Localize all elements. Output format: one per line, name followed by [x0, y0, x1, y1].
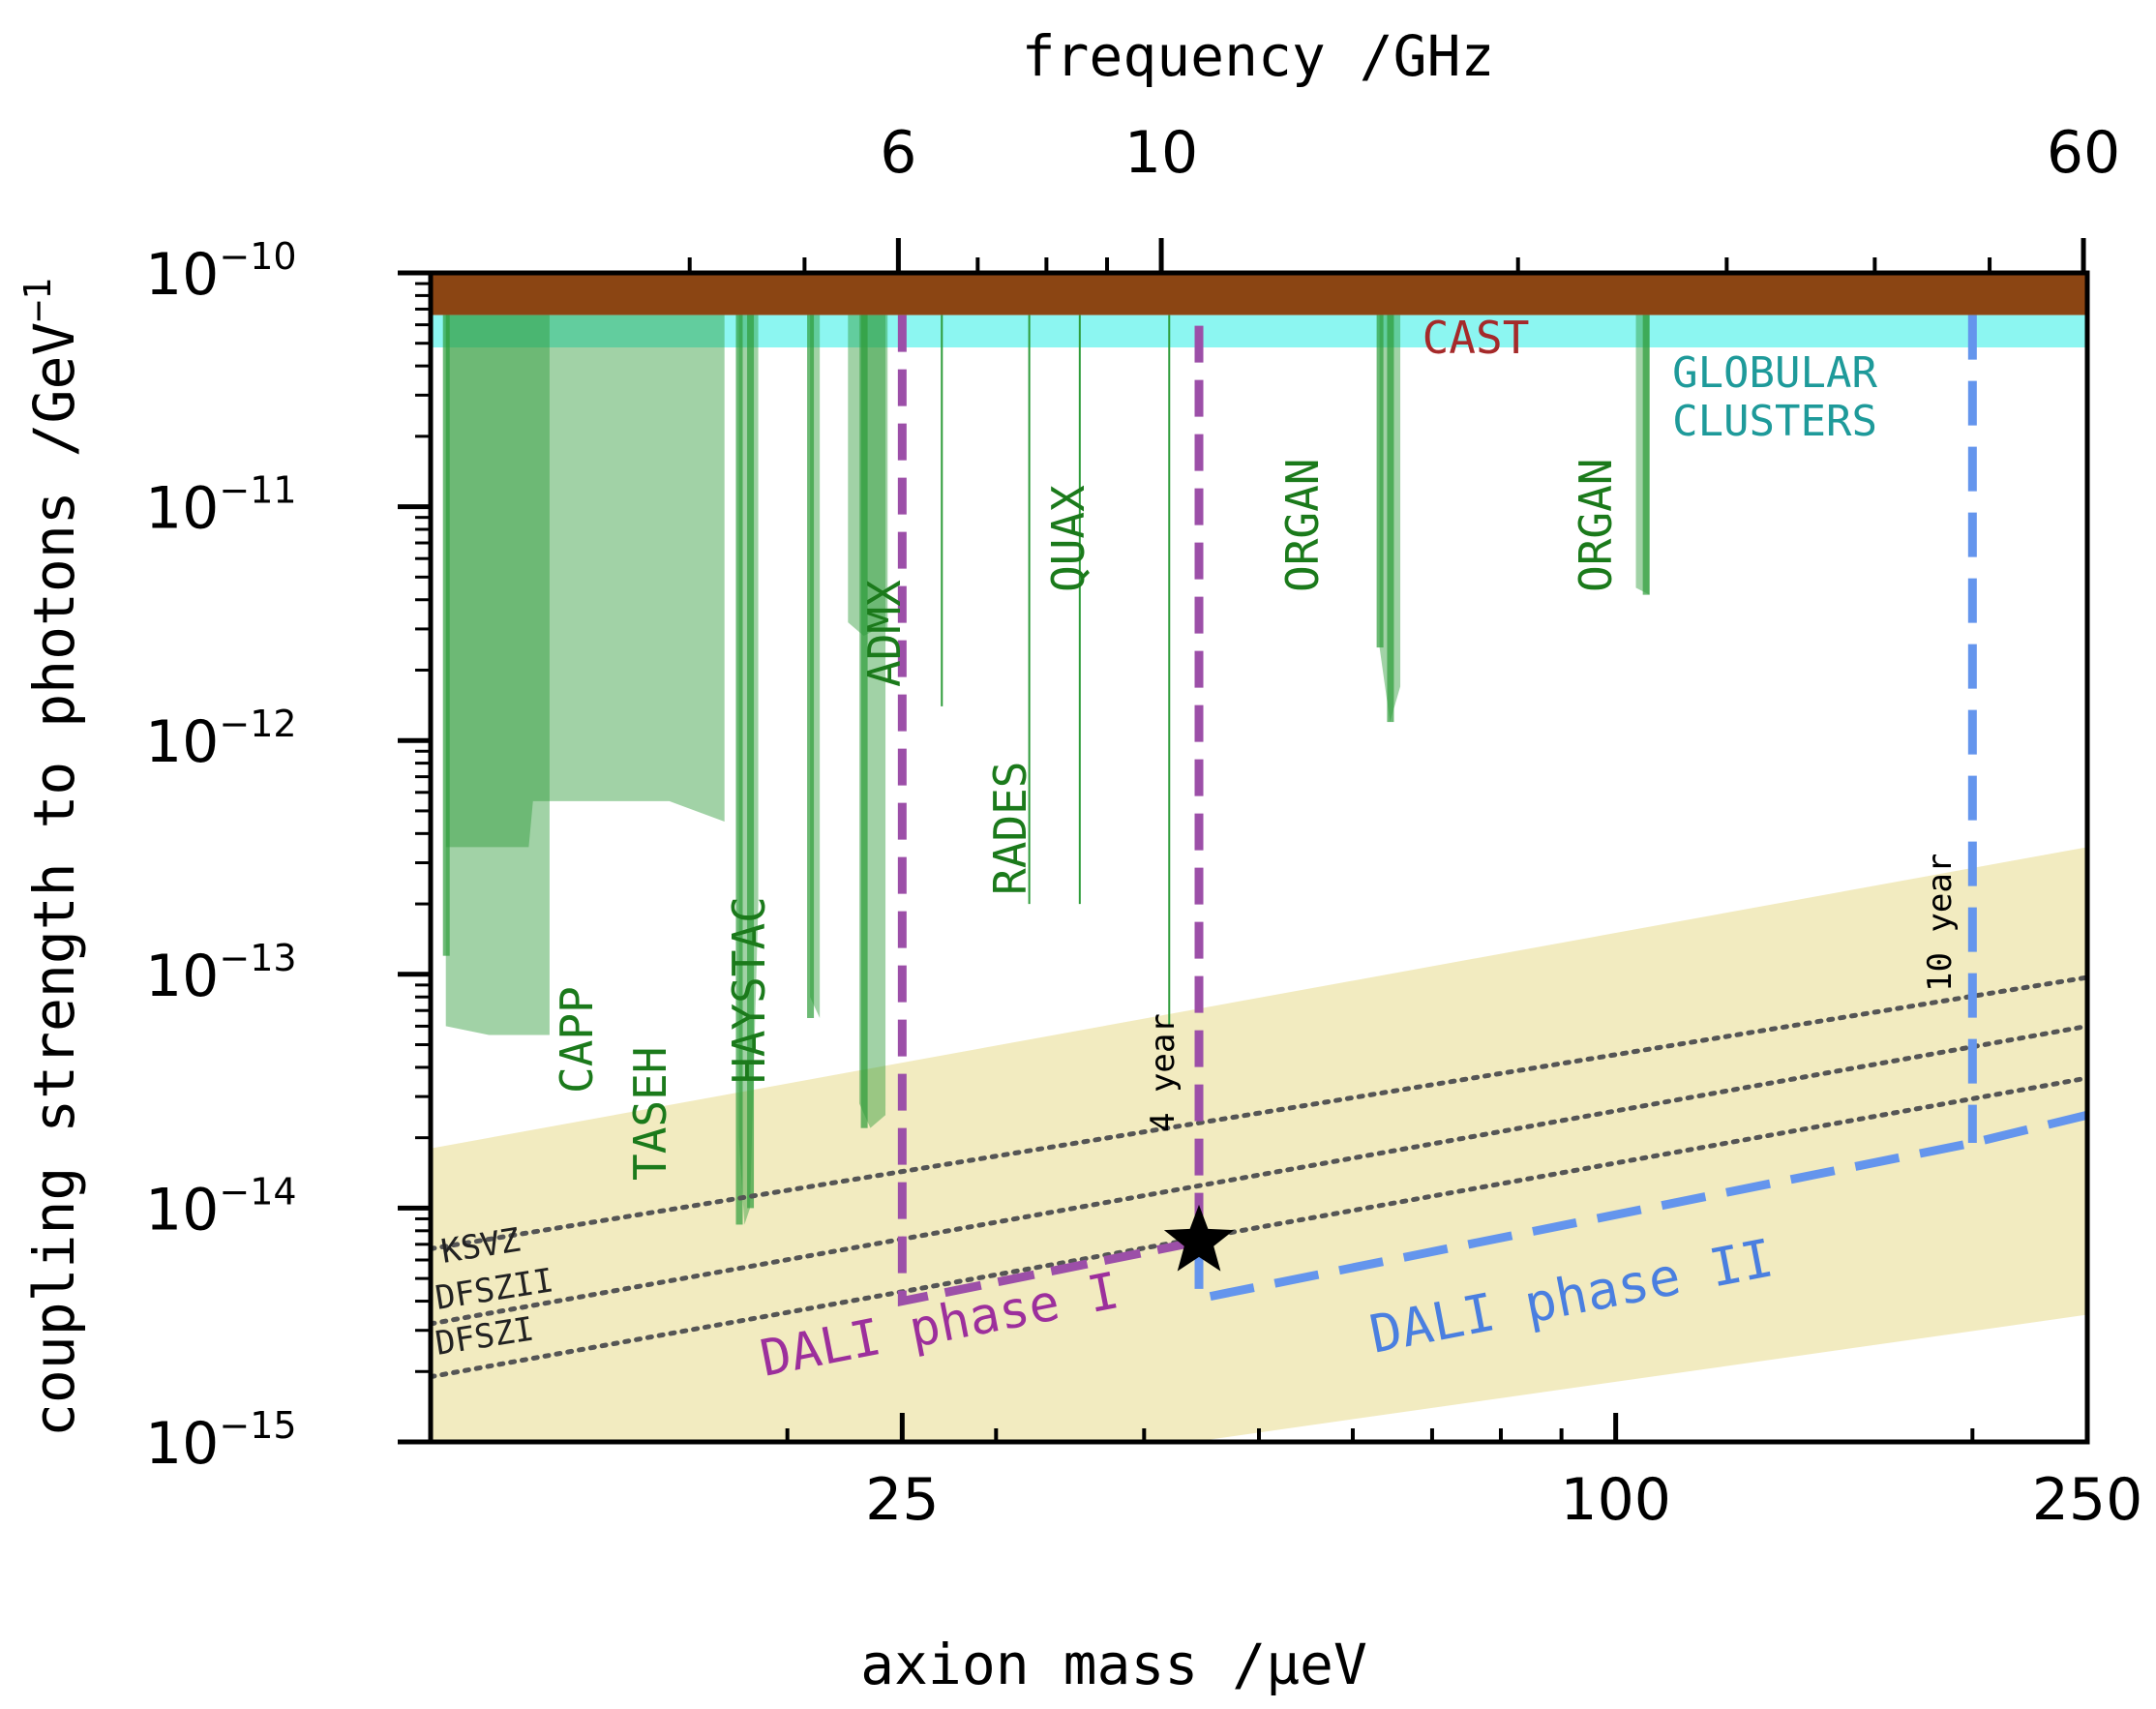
x-tick-label: 250: [2032, 1466, 2143, 1534]
y-tick-exponent: −13: [219, 937, 296, 979]
excluded-strip: [1387, 315, 1394, 723]
y-axis-title-exponent: −1: [16, 278, 59, 322]
experiment-label-haystac: HAYSTAC: [723, 896, 775, 1084]
star-marker: [1163, 1204, 1235, 1272]
x-tick-label: 100: [1560, 1466, 1671, 1534]
excluded-region: [445, 315, 725, 848]
bound-band-cast: [431, 273, 2087, 315]
excluded-strip: [747, 315, 755, 1209]
top-tick-label: 10: [1124, 119, 1198, 187]
y-tick-label: 10−11: [145, 469, 297, 543]
annotation-10-year: 10 year: [1921, 854, 1960, 992]
y-tick-exponent: −15: [219, 1404, 296, 1447]
sensitivity-curve-dali-phase-i: [897, 315, 1204, 1307]
annotation-4-year: 4 year: [1144, 1013, 1183, 1132]
experiment-label-organ: ORGAN: [1570, 459, 1622, 592]
sensitivity-curve-dali-phase-ii: [1194, 1110, 2087, 1304]
model-line-dfszi: [431, 1075, 2087, 1380]
y-tick-base: 10: [145, 241, 219, 309]
y-tick-label: 10−14: [145, 1170, 297, 1244]
excluded-strip: [1376, 315, 1384, 648]
y-tick-exponent: −14: [219, 1170, 296, 1213]
top-tick-label: 60: [2047, 119, 2120, 187]
excluded-strip: [807, 315, 815, 1019]
cast-label: CAST: [1422, 312, 1530, 364]
x-axis-title: axion mass /μeV: [860, 1632, 1367, 1697]
qcd-band: [431, 847, 2087, 1442]
excluded-strip: [735, 315, 743, 1225]
y-axis-title: coupling strength to photons /GeV−1: [16, 278, 87, 1437]
y-tick-base: 10: [145, 475, 219, 543]
excluded-region: [848, 315, 888, 637]
x-tick-label: 25: [865, 1466, 939, 1534]
experiment-label-taseh: TASEH: [624, 1047, 676, 1181]
top-axis-title: frequency /GHz: [1022, 23, 1495, 89]
excluded-strip: [442, 315, 450, 956]
y-tick-base: 10: [145, 943, 219, 1010]
excluded-region: [445, 315, 550, 1035]
globular-clusters-label: CLUSTERS: [1672, 397, 1877, 446]
y-tick-base: 10: [145, 1410, 219, 1478]
experiment-label-admx: ADMX: [858, 580, 911, 687]
model-line-dfszii: [431, 1023, 2087, 1327]
y-axis-title-text: coupling strength to photons /GeV: [21, 322, 87, 1437]
experiment-label-rades: RADES: [984, 762, 1036, 895]
y-tick-base: 10: [145, 1176, 219, 1244]
y-tick-label: 10−12: [145, 703, 297, 776]
excluded-strip: [1642, 315, 1650, 595]
bound-band-globular-clusters: [431, 315, 2087, 348]
excluded-strip: [860, 315, 868, 1128]
experiment-label-quax: QUAX: [1042, 485, 1094, 592]
y-tick-label: 10−13: [145, 937, 297, 1010]
y-tick-exponent: −10: [219, 235, 296, 278]
globular-clusters-label: GLOBULAR: [1672, 348, 1877, 398]
model-line-ksvz: [431, 974, 2087, 1251]
top-tick-label: 6: [880, 119, 916, 187]
experiment-label-capp: CAPP: [551, 986, 603, 1094]
experiment-label-organ: ORGAN: [1276, 459, 1329, 592]
y-tick-label: 10−10: [145, 235, 297, 309]
y-tick-exponent: −12: [219, 703, 296, 745]
y-tick-base: 10: [145, 708, 219, 776]
plot-frame: [428, 270, 2090, 1445]
y-tick-label: 10−15: [145, 1404, 297, 1478]
y-tick-exponent: −11: [219, 469, 296, 512]
